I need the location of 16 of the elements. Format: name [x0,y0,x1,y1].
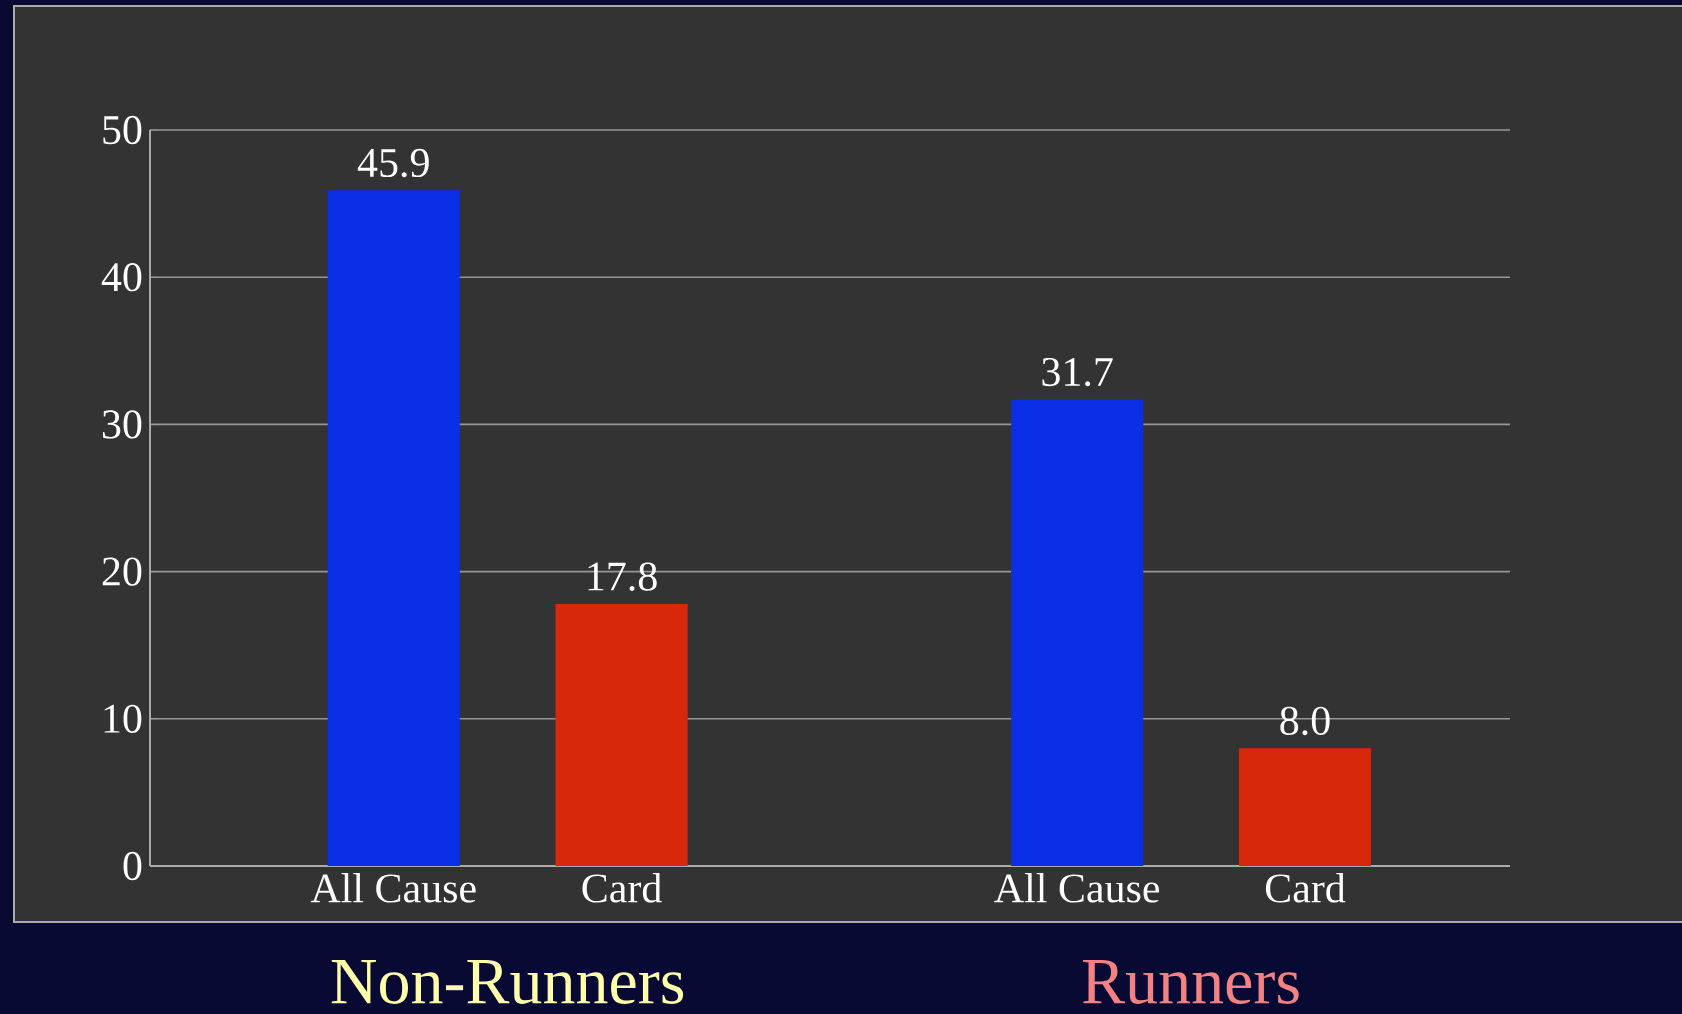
x-tick-label: All Cause [310,873,476,903]
data-label: 8.0 [1280,706,1330,736]
y-tick-label: 0 [123,851,142,881]
data-label: 17.8 [588,562,657,591]
y-tick-label: 30 [102,410,142,439]
x-tick-label: All Cause [994,873,1160,903]
y-tick-label: 10 [104,704,142,733]
data-label: 45.9 [357,148,429,178]
y-tick-label: 20 [102,557,142,586]
y-tick-label: 40 [101,263,142,292]
data-label: 31.7 [1042,357,1113,387]
y-tick-label: 50 [103,115,142,145]
text: Runners [1083,960,1299,1004]
x-tick-label: Card [1265,873,1346,903]
x-tick-label: Card [582,873,662,903]
text: Non-Runners [331,960,684,1004]
